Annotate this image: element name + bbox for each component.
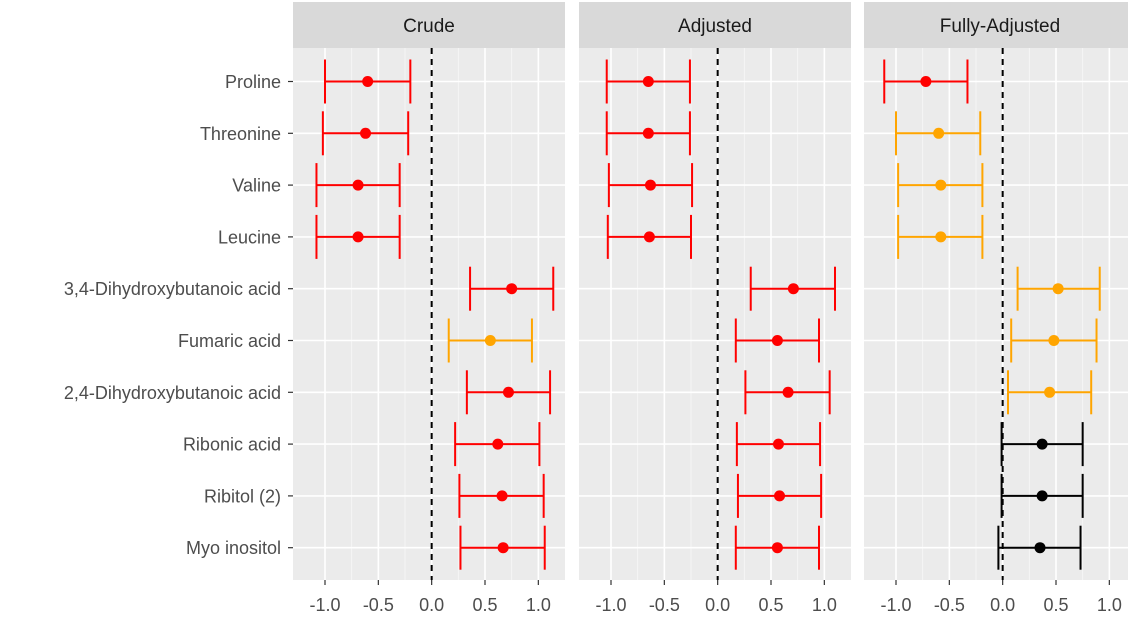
strip-background-crude	[293, 2, 565, 48]
panel-background-crude	[293, 48, 565, 580]
estimate-point-fully-adjusted-ribitol-2	[1036, 490, 1048, 502]
y-tick-label-myo-inositol: Myo inositol	[186, 538, 281, 558]
estimate-point-crude-leucine	[352, 231, 364, 243]
estimate-point-crude-fumaric-acid	[484, 335, 496, 346]
x-tick-label-crude: 0.0	[419, 595, 444, 615]
strip-background-fully-adjusted	[864, 2, 1128, 48]
panel-background-fully-adjusted	[864, 48, 1128, 580]
estimate-point-fully-adjusted-proline	[920, 76, 932, 87]
x-tick-label-adjusted: -0.5	[649, 595, 680, 615]
y-tick-label-valine: Valine	[232, 176, 281, 196]
panel-title-fully-adjusted: Fully-Adjusted	[940, 16, 1060, 37]
y-tick-label-leucine: Leucine	[218, 227, 281, 247]
estimate-point-crude-proline	[362, 76, 374, 87]
panel-title-crude: Crude	[403, 16, 455, 37]
x-tick-label-fully-adjusted: 1.0	[1097, 595, 1122, 615]
x-tick-label-adjusted: -1.0	[595, 595, 626, 615]
estimate-point-adjusted-valine	[644, 179, 656, 191]
x-tick-label-adjusted: 1.0	[812, 595, 837, 615]
estimate-point-crude-myo-inositol	[497, 542, 509, 554]
x-tick-label-fully-adjusted: 0.5	[1043, 595, 1068, 615]
x-tick-label-fully-adjusted: 0.0	[990, 595, 1015, 615]
x-tick-label-adjusted: 0.5	[758, 595, 783, 615]
estimate-point-crude-valine	[352, 179, 364, 191]
estimate-point-fully-adjusted-2-4-dihydroxybutanoic-acid	[1044, 386, 1056, 398]
estimate-point-fully-adjusted-valine	[935, 179, 947, 191]
estimate-point-adjusted-proline	[642, 76, 654, 87]
panel-background-adjusted	[579, 48, 851, 580]
x-tick-label-crude: 0.5	[472, 595, 497, 615]
x-tick-label-crude: -1.0	[309, 595, 340, 615]
estimate-point-adjusted-ribitol-2	[774, 490, 786, 502]
strip-background-adjusted	[579, 2, 851, 48]
x-tick-label-crude: 1.0	[526, 595, 551, 615]
estimate-point-adjusted-fumaric-acid	[771, 335, 783, 346]
estimate-point-fully-adjusted-myo-inositol	[1034, 542, 1046, 554]
panel-title-adjusted: Adjusted	[678, 16, 752, 37]
y-tick-label-proline: Proline	[225, 72, 281, 92]
estimate-point-crude-ribonic-acid	[492, 438, 504, 450]
estimate-point-adjusted-myo-inositol	[771, 542, 783, 554]
x-tick-label-fully-adjusted: -1.0	[880, 595, 911, 615]
y-tick-label-3-4-dihydroxybutanoic-acid: 3,4-Dihydroxybutanoic acid	[64, 279, 281, 299]
y-tick-label-2-4-dihydroxybutanoic-acid: 2,4-Dihydroxybutanoic acid	[64, 383, 281, 403]
y-tick-label-ribitol-2: Ribitol (2)	[204, 486, 281, 506]
estimate-point-adjusted-ribonic-acid	[772, 438, 784, 450]
estimate-point-crude-threonine	[360, 127, 372, 139]
estimate-point-fully-adjusted-leucine	[935, 231, 947, 243]
estimate-point-crude-3-4-dihydroxybutanoic-acid	[506, 283, 518, 295]
estimate-point-fully-adjusted-3-4-dihydroxybutanoic-acid	[1052, 283, 1064, 295]
estimate-point-crude-2-4-dihydroxybutanoic-acid	[502, 386, 514, 398]
estimate-point-fully-adjusted-fumaric-acid	[1048, 335, 1060, 346]
x-tick-label-crude: -0.5	[363, 595, 394, 615]
estimate-point-adjusted-3-4-dihydroxybutanoic-acid	[787, 283, 799, 295]
x-tick-label-fully-adjusted: -0.5	[934, 595, 965, 615]
y-tick-label-threonine: Threonine	[200, 124, 281, 144]
estimate-point-adjusted-threonine	[642, 127, 654, 139]
estimate-point-fully-adjusted-ribonic-acid	[1036, 438, 1048, 450]
estimate-point-adjusted-leucine	[643, 231, 655, 243]
estimate-point-crude-ribitol-2	[496, 490, 508, 502]
x-tick-label-adjusted: 0.0	[705, 595, 730, 615]
y-tick-label-ribonic-acid: Ribonic acid	[183, 435, 281, 455]
estimate-point-adjusted-2-4-dihydroxybutanoic-acid	[782, 386, 794, 398]
y-tick-label-fumaric-acid: Fumaric acid	[178, 331, 281, 351]
estimate-point-fully-adjusted-threonine	[933, 127, 945, 139]
